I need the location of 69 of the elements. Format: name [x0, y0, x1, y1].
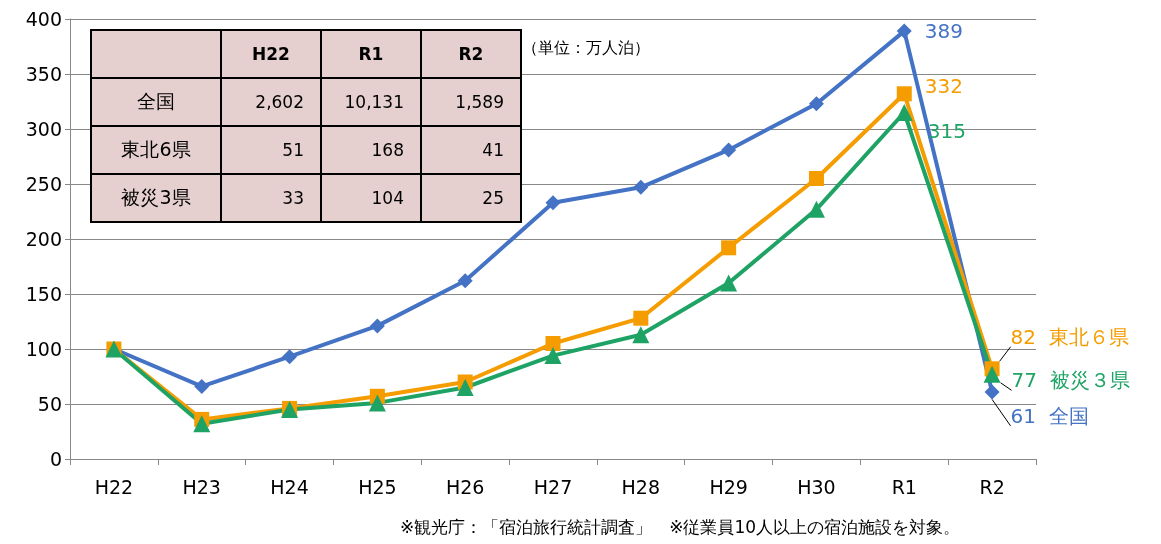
point — [368, 394, 386, 412]
y-tick-label: 400 — [25, 8, 62, 30]
point — [369, 318, 385, 334]
x-tick-label: H27 — [533, 475, 573, 498]
y-tick-label: 300 — [25, 118, 62, 140]
point — [896, 86, 912, 102]
x-tick-label: H22 — [94, 475, 134, 498]
point — [807, 200, 825, 218]
x-tick-label: H25 — [358, 475, 397, 498]
data-label: 77 — [1011, 368, 1038, 393]
annotation: H22 — [221, 30, 321, 78]
x-tick-label: R2 — [979, 475, 1005, 498]
annotation: 10,131 — [321, 78, 421, 126]
point — [545, 336, 561, 351]
y-tick-label: 200 — [25, 228, 62, 250]
point — [633, 310, 649, 326]
annotation: 全国 — [91, 78, 221, 126]
annotation: 2,602 — [221, 78, 321, 126]
y-tick-label: 0 — [49, 448, 62, 470]
annotation: （単位：万人泊） — [522, 38, 650, 59]
point — [984, 384, 1000, 400]
point — [544, 347, 562, 365]
point — [808, 96, 824, 112]
point — [632, 326, 650, 344]
y-tick-label: 150 — [25, 283, 62, 305]
point — [194, 378, 210, 394]
point — [983, 365, 1001, 383]
annotation: 被災3県 — [91, 174, 221, 222]
annotation: 168 — [321, 126, 421, 174]
y-tick-label: 50 — [37, 393, 62, 415]
annotation: 25 — [421, 174, 521, 222]
annotation: 104 — [321, 174, 421, 222]
annotation: 41 — [421, 126, 521, 174]
x-tick-label: H23 — [182, 475, 221, 498]
point — [895, 104, 913, 121]
annotation: 東北6県 — [91, 126, 221, 174]
y-tick-label: 250 — [25, 173, 62, 195]
y-tick-label: 100 — [25, 338, 62, 360]
text: 全国 — [1048, 403, 1089, 428]
annotation: 33 — [221, 174, 321, 222]
point — [633, 179, 649, 195]
annotation: 1,589 — [421, 78, 521, 126]
point — [545, 195, 561, 211]
x-tick-label: H30 — [797, 475, 836, 498]
annotation: R2 — [421, 30, 521, 78]
text: ※観光庁：「宿泊旅行統計調査」 ※従業員10人以上の宿泊施設を対象。 — [400, 516, 961, 539]
point — [721, 142, 737, 158]
point — [720, 274, 738, 292]
data-label: 61 — [1010, 403, 1037, 428]
text: 被災３県 — [1049, 368, 1130, 393]
point — [456, 379, 474, 396]
annotation: 51 — [221, 126, 321, 174]
point — [808, 171, 824, 186]
x-tick-label: H24 — [270, 475, 309, 498]
y-tick-label: 350 — [25, 63, 62, 85]
point — [193, 415, 211, 433]
point — [282, 349, 298, 365]
data-label: 82 — [1010, 324, 1037, 349]
text: 東北６県 — [1048, 324, 1129, 349]
x-tick-label: H29 — [709, 475, 748, 498]
point — [721, 240, 737, 256]
data-label: 389 — [924, 19, 963, 44]
annotation: R1 — [321, 30, 421, 78]
x-tick-label: H26 — [445, 475, 485, 498]
point — [457, 273, 473, 289]
x-tick-label: R1 — [891, 475, 917, 498]
data-label: 332 — [924, 73, 963, 98]
point — [896, 23, 912, 39]
x-tick-label: H28 — [621, 475, 661, 498]
